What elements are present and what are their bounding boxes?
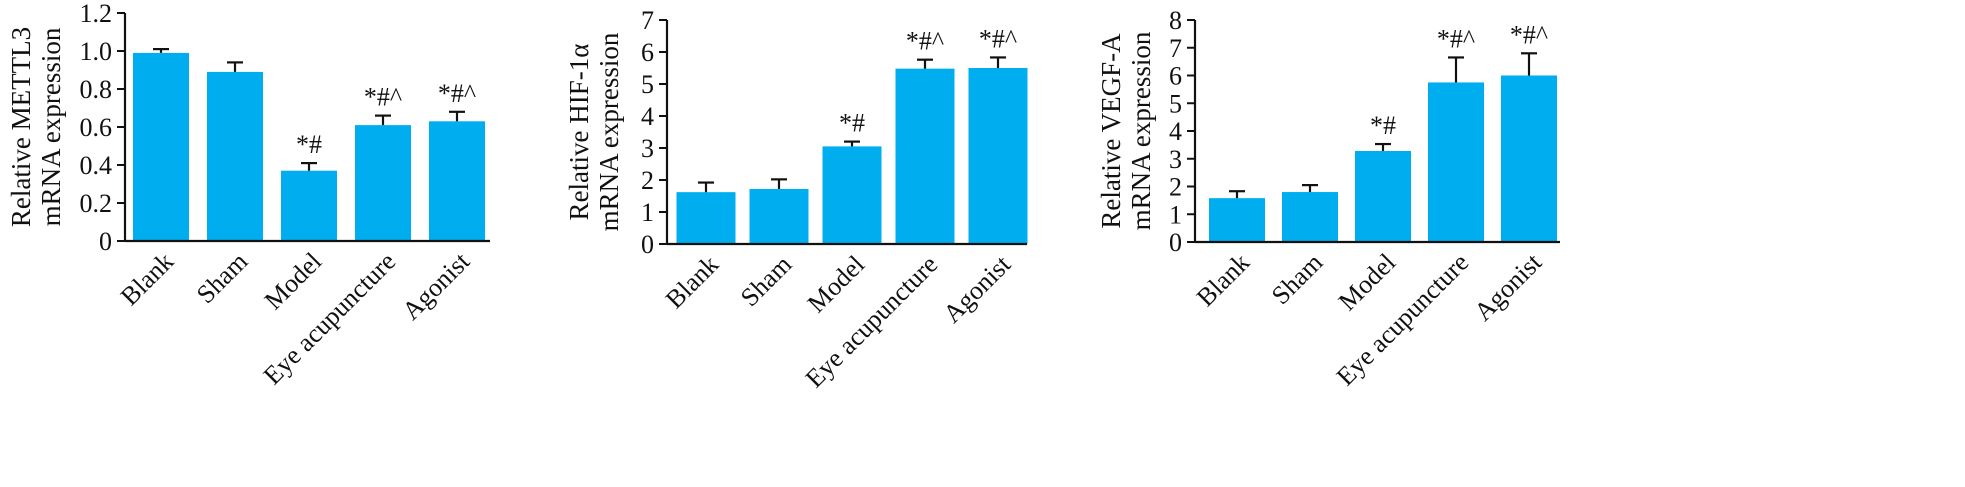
- y-tick-label-8: 7: [641, 6, 654, 35]
- bar-1: [133, 52, 189, 242]
- y-tick-label-3: 2: [641, 166, 654, 195]
- bar-5: [429, 121, 485, 241]
- error-bar-3: [844, 140, 860, 147]
- y-tick-label-7: 1.2: [80, 0, 113, 28]
- significance-label-3: *#: [296, 130, 322, 159]
- y-tick-label-6: 5: [641, 70, 654, 99]
- y-tick-label-4: 3: [1169, 145, 1182, 174]
- bar-5: [968, 68, 1028, 244]
- error-bar-3: [301, 162, 317, 171]
- bar-3: [1355, 150, 1411, 242]
- y-tick-label-1: 0: [641, 230, 654, 259]
- y-tick-label-4: 0.6: [80, 113, 113, 142]
- y-tick-label-5: 4: [641, 102, 654, 131]
- significance-label-3: *#: [1370, 111, 1396, 140]
- error-bar-1: [1229, 190, 1245, 199]
- x-tick-label-2: Sham: [735, 250, 797, 312]
- bar-2: [749, 188, 809, 244]
- x-tick-label-5: Agonist: [1469, 247, 1548, 326]
- y-tick-label-1: 0: [99, 227, 112, 256]
- y-tick-label-9: 8: [1169, 6, 1182, 35]
- error-bar-4: [375, 114, 391, 126]
- y-axis-title-line-2: mRNA expression: [594, 32, 624, 231]
- bar-5: [1501, 75, 1557, 242]
- y-tick-label-2: 0.2: [80, 189, 113, 218]
- bar-4: [895, 68, 955, 244]
- error-bar-4: [1448, 56, 1464, 83]
- x-tick-label-3: Model: [1333, 248, 1402, 317]
- y-axis-title-line-2: mRNA expression: [36, 27, 66, 226]
- y-axis-title-line-2: mRNA expression: [1126, 31, 1156, 230]
- y-axis-title-line-1: Relative METTL3: [6, 27, 36, 227]
- error-bar-2: [227, 61, 243, 72]
- bar-2: [207, 71, 263, 242]
- x-tick-label-3: Model: [802, 250, 871, 319]
- error-bar-2: [1302, 184, 1318, 193]
- x-tick-label-2: Sham: [191, 247, 253, 309]
- y-tick-label-5: 4: [1169, 117, 1182, 146]
- error-bar-3: [1375, 142, 1391, 151]
- bar-3: [281, 170, 337, 241]
- error-bar-5: [449, 110, 465, 122]
- y-axis-title-line-1: Relative HIF-1α: [564, 44, 594, 221]
- y-tick-label-2: 1: [1169, 200, 1182, 229]
- error-bar-1: [698, 181, 714, 193]
- error-bar-5: [990, 56, 1006, 68]
- y-tick-label-6: 1.0: [80, 37, 113, 66]
- y-axis-title-line-1: Relative VEGF-A: [1096, 33, 1126, 229]
- significance-label-3: *#: [839, 109, 865, 138]
- y-tick-label-8: 7: [1169, 34, 1182, 63]
- error-bar-4: [917, 58, 933, 69]
- chart-panel-1: *# *#^ *#^ 0 0.2 0.4 0.6 0.8 1.0 1.2 Blank Sham Mode…: [6, 0, 490, 390]
- error-bar-2: [771, 178, 787, 189]
- bar-4: [355, 125, 411, 241]
- x-tick-label-4: Eye acupuncture: [258, 247, 402, 391]
- error-bar-1: [153, 47, 169, 53]
- significance-label-4: *#^: [906, 27, 944, 56]
- y-tick-label-4: 3: [641, 134, 654, 163]
- x-tick-label-4: Eye acupuncture: [800, 250, 944, 394]
- bar-1: [1209, 198, 1265, 242]
- significance-label-4: *#^: [1437, 24, 1475, 53]
- x-tick-label-1: Blank: [660, 250, 724, 314]
- x-tick-label-2: Sham: [1266, 248, 1328, 310]
- y-tick-label-2: 1: [641, 198, 654, 227]
- significance-label-4: *#^: [364, 83, 402, 112]
- significance-label-5: *#^: [438, 79, 476, 108]
- x-tick-label-5: Agonist: [397, 246, 476, 325]
- x-tick-label-1: Blank: [1191, 248, 1255, 312]
- bar-2: [1282, 192, 1338, 242]
- y-tick-label-1: 0: [1169, 228, 1182, 257]
- y-tick-label-7: 6: [641, 38, 654, 67]
- y-tick-label-3: 2: [1169, 173, 1182, 202]
- y-tick-label-3: 0.4: [80, 151, 113, 180]
- error-bar-5: [1521, 52, 1537, 76]
- x-tick-label-1: Blank: [115, 247, 179, 311]
- x-tick-label-4: Eye acupuncture: [1331, 248, 1475, 392]
- bar-1: [676, 192, 736, 244]
- x-tick-label-5: Agonist: [938, 249, 1017, 328]
- x-tick-label-3: Model: [259, 247, 328, 316]
- significance-label-5: *#^: [1510, 20, 1548, 49]
- bar-3: [822, 146, 882, 244]
- y-tick-label-5: 0.8: [80, 75, 113, 104]
- bar-4: [1428, 82, 1484, 242]
- y-tick-label-7: 6: [1169, 62, 1182, 91]
- significance-label-5: *#^: [979, 24, 1017, 53]
- y-tick-label-6: 5: [1169, 89, 1182, 118]
